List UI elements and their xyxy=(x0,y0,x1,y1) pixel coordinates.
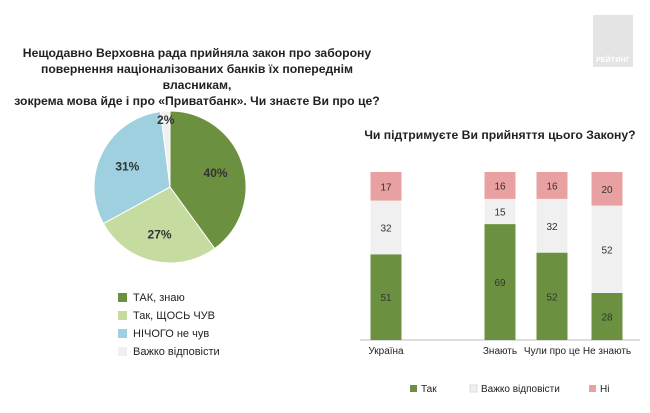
legend-label: Так, ЩОСЬ ЧУВ xyxy=(133,310,216,322)
bar-value-label: 28 xyxy=(601,312,613,323)
legend-swatch xyxy=(118,311,127,320)
pie-legend-item: Важко відповісти xyxy=(118,346,220,358)
legend-swatch xyxy=(118,293,127,302)
category-label: Чули про це xyxy=(524,346,581,357)
pie-slice xyxy=(102,186,216,264)
bar-value-label: 51 xyxy=(380,293,392,304)
stacked-bar-chart: 51 32 17 Україна 69 15 16 Знають 52 32 16 Чули про … xyxy=(360,172,640,395)
bar-segment xyxy=(591,205,623,293)
category-label: Україна xyxy=(368,346,404,357)
bar-legend-item: Ні xyxy=(589,384,609,395)
bar-value-label: 32 xyxy=(546,222,558,233)
legend-label: ТАК, знаю xyxy=(133,292,185,304)
bar-segment xyxy=(370,172,402,201)
category-label: Знають xyxy=(483,346,517,357)
bar-value-label: 20 xyxy=(601,185,613,196)
bar-segment xyxy=(370,254,402,340)
bar-segment xyxy=(536,172,568,199)
bar-segment xyxy=(484,224,516,340)
pie-slice-label: 2% xyxy=(157,113,175,127)
legend-swatch xyxy=(118,347,127,356)
bar-group: 51 32 17 xyxy=(370,172,402,340)
bar-value-label: 52 xyxy=(546,292,558,303)
bar-segment xyxy=(484,172,516,199)
pie-chart-title: Нещодавно Верховна рада прийняла закон п… xyxy=(14,46,380,108)
bar-segment xyxy=(591,292,623,340)
pie-slice xyxy=(93,111,171,225)
legend-label: НІЧОГО не чув xyxy=(133,328,210,340)
legend-swatch xyxy=(589,385,596,392)
pie-slice-label: 31% xyxy=(115,159,139,173)
bar-value-label: 32 xyxy=(380,223,392,234)
bar-value-label: 16 xyxy=(494,181,506,192)
bar-segment xyxy=(484,198,516,225)
bar-legend-item: Важко відповісти xyxy=(469,384,560,395)
pie-chart: 40% 27% 31% 2% xyxy=(93,110,247,264)
bar-value-label: 16 xyxy=(546,181,558,192)
pie-slice xyxy=(159,110,171,188)
legend-label: Важко відповісти xyxy=(481,384,560,395)
legend-label: Так xyxy=(421,384,437,395)
bar-chart-title: Чи підтримуєте Ви прийняття цього Закону… xyxy=(364,128,636,142)
legend-swatch xyxy=(410,385,417,392)
bar-value-label: 17 xyxy=(380,182,392,193)
bar-group: 28 52 20 xyxy=(591,172,623,340)
pie-slice-label: 27% xyxy=(148,228,172,242)
pie-legend-item: ТАК, знаю xyxy=(118,292,185,304)
bar-segment xyxy=(370,200,402,255)
pie-legend-item: НІЧОГО не чув xyxy=(118,328,209,340)
bar-value-label: 15 xyxy=(494,207,506,218)
pie-slice xyxy=(169,110,247,250)
category-label: Не знають xyxy=(583,346,631,357)
bar-segment xyxy=(591,172,623,206)
bar-legend-item: Так xyxy=(410,384,437,395)
legend-swatch xyxy=(118,329,127,338)
legend-label: Ні xyxy=(600,384,609,395)
legend-swatch xyxy=(469,384,478,393)
bar-value-label: 52 xyxy=(601,245,613,256)
bar-value-label: 69 xyxy=(494,278,506,289)
pie-slice-label: 40% xyxy=(204,166,228,180)
bar-segment xyxy=(536,198,568,253)
bar-segment xyxy=(536,252,568,340)
rating-logo: РЕЙТИНГ xyxy=(593,15,633,67)
logo-text: РЕЙТИНГ xyxy=(595,57,631,64)
bar-group: 69 15 16 xyxy=(484,172,516,340)
bar-group: 52 32 16 xyxy=(536,172,568,340)
pie-legend-item: Так, ЩОСЬ ЧУВ xyxy=(118,310,215,322)
legend-label: Важко відповісти xyxy=(133,346,220,358)
